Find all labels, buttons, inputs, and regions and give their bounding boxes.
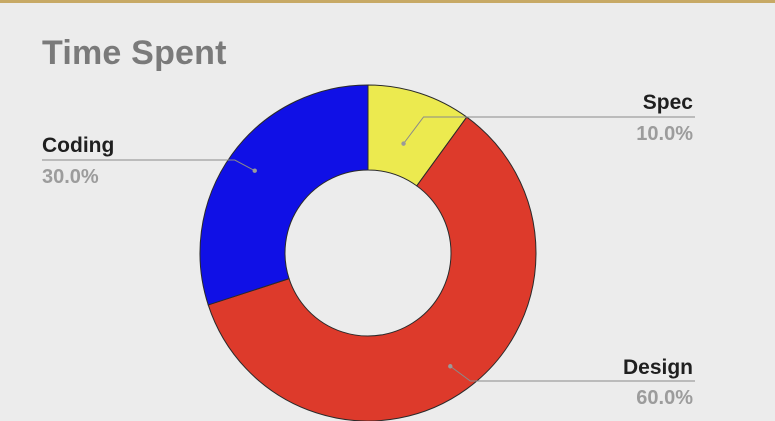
leader-line-design xyxy=(449,365,695,382)
slice-label-coding: Coding xyxy=(42,134,114,157)
slice-percent-design: 60.0% xyxy=(636,387,693,409)
slice-percent-spec: 10.0% xyxy=(636,123,693,145)
slice-coding xyxy=(199,84,369,306)
slice-label-design: Design xyxy=(623,356,693,379)
donut-slices xyxy=(199,84,537,421)
top-accent-rule xyxy=(0,0,775,3)
leader-dot-design xyxy=(448,364,453,369)
slice-percent-coding: 30.0% xyxy=(42,166,99,188)
slice-design xyxy=(207,116,537,421)
leader-dot-coding xyxy=(252,168,257,173)
slice-labels: Spec 10.0% Design 60.0% Coding 30.0% xyxy=(42,91,693,409)
leader-dot-spec xyxy=(401,141,406,146)
chart-title: Time Spent xyxy=(42,34,227,72)
leader-lines xyxy=(42,116,695,382)
leader-line-coding xyxy=(42,159,255,172)
slice-label-spec: Spec xyxy=(643,91,694,114)
leader-line-spec xyxy=(403,116,695,144)
